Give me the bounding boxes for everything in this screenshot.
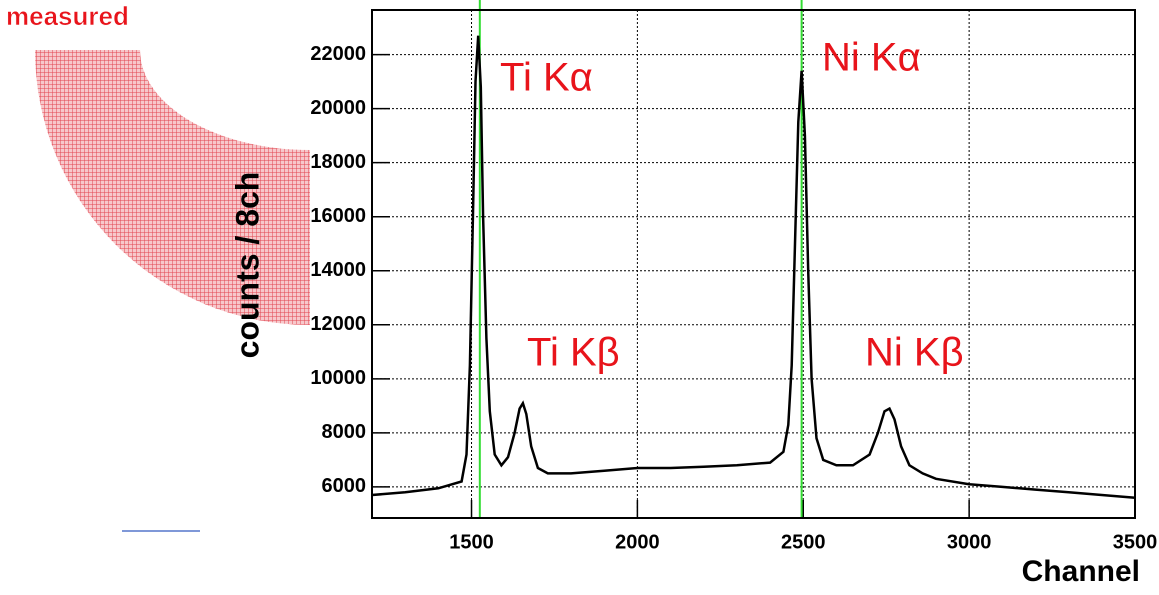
y-tick-label: 20000	[310, 97, 366, 119]
x-tick-label: 3000	[947, 531, 992, 553]
peak-annotation: Ni Kα	[822, 36, 921, 80]
plot-area	[372, 10, 1135, 518]
peak-annotation: Ti Kα	[500, 56, 593, 100]
y-tick-label: 14000	[310, 259, 366, 281]
x-axis-label: Channel	[1022, 555, 1140, 588]
x-tick-label: 1500	[449, 531, 494, 553]
decoration-arc	[35, 50, 310, 325]
caption: measured	[6, 1, 129, 31]
y-tick-label: 8000	[322, 421, 367, 443]
plot-frame	[371, 9, 1136, 519]
peak-annotation: Ti Kβ	[527, 331, 620, 375]
x-tick-label: 3500	[1113, 531, 1158, 553]
x-tick-label: 2500	[781, 531, 826, 553]
y-axis-label: counts / 8ch	[229, 172, 265, 359]
spectrum-line	[371, 35, 1136, 499]
y-tick-label: 18000	[310, 151, 366, 173]
peak-annotation: Ni Kβ	[865, 331, 964, 375]
y-tick-label: 22000	[310, 43, 366, 65]
y-tick-label: 16000	[310, 205, 366, 227]
y-tick-label: 12000	[310, 313, 366, 335]
x-tick-label: 2000	[615, 531, 660, 553]
y-tick-label: 6000	[322, 475, 367, 497]
y-tick-label: 10000	[310, 367, 366, 389]
